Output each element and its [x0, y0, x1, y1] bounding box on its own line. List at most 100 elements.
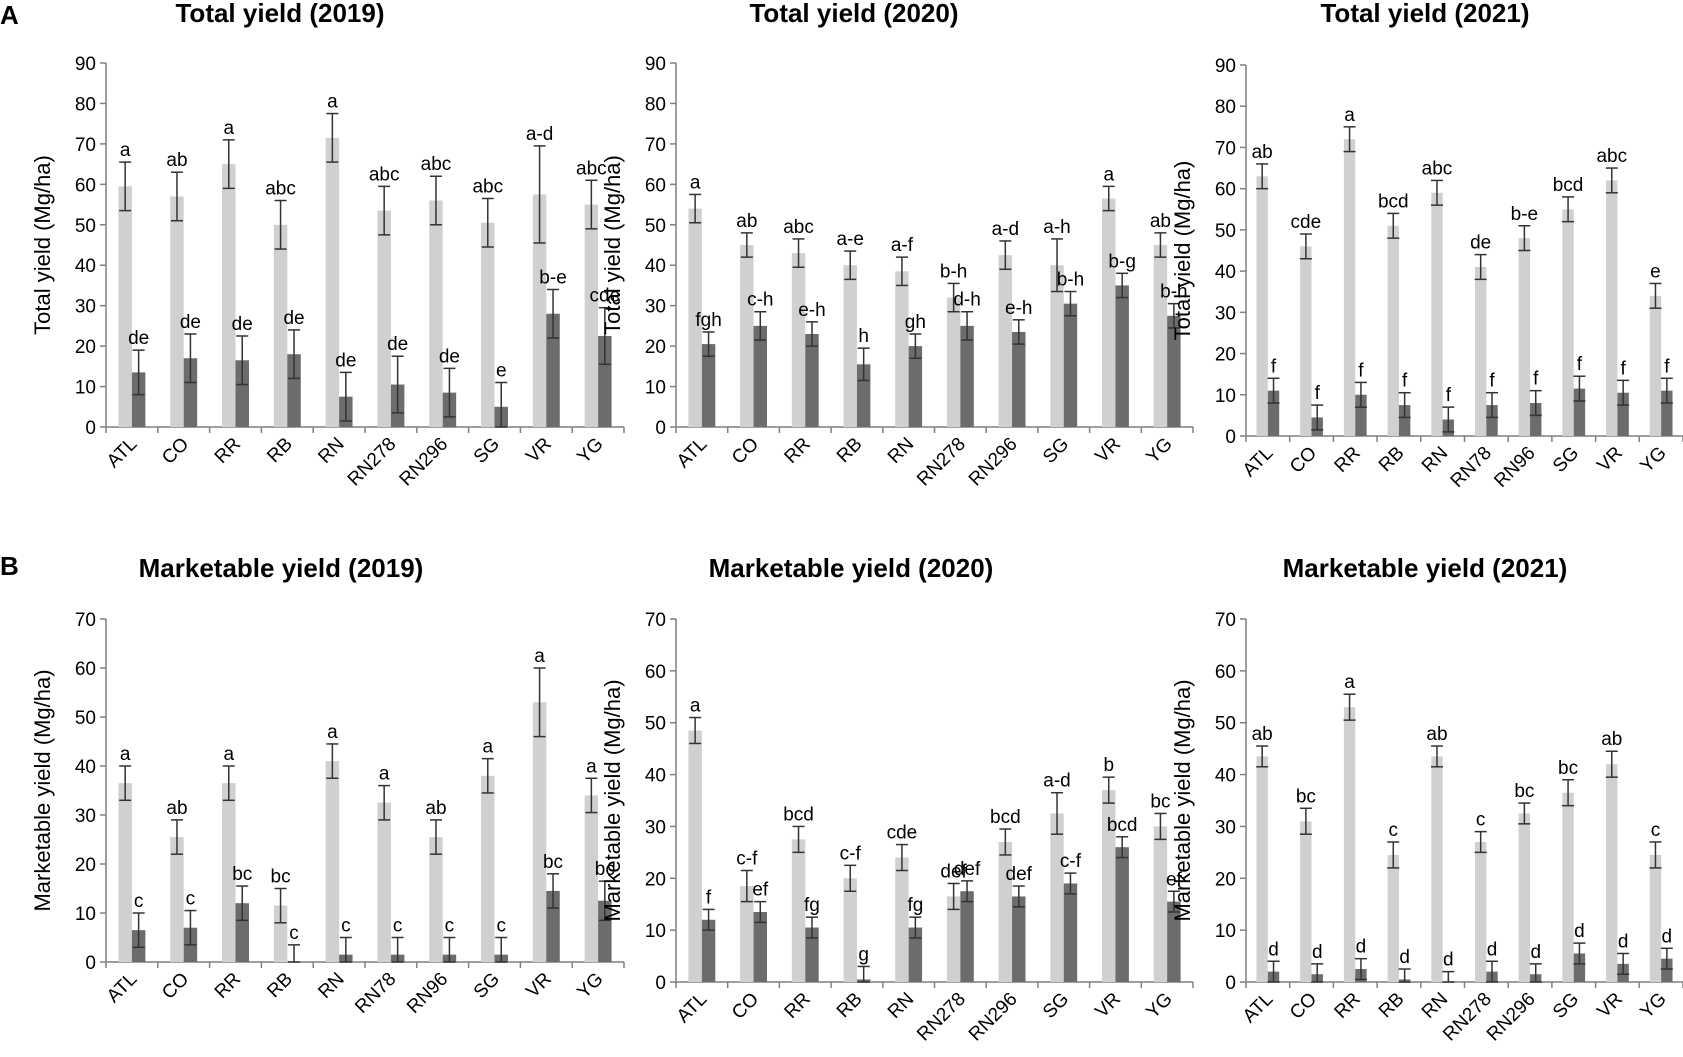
y-tick-label: 10 [645, 921, 666, 942]
bar-dark [908, 346, 923, 427]
bar-letter-label: c-f [840, 843, 862, 864]
bar-letter-label: e [1650, 261, 1661, 282]
bar-letter-label: d [1618, 931, 1629, 952]
bar-light [1300, 246, 1312, 436]
bar-letter-label: bcd [783, 804, 814, 825]
x-tick-label: RN296 [1483, 989, 1540, 1046]
y-tick-label: 70 [75, 610, 96, 631]
bar-letter-label: d [1443, 950, 1454, 971]
bar-letter-label: a [1344, 672, 1355, 693]
bar-letter-label: d [1356, 937, 1367, 958]
bar-dark [183, 358, 198, 427]
bar-letter-label: e [496, 361, 507, 382]
bar-light [1431, 756, 1443, 982]
bar-light [998, 841, 1013, 982]
bar-letter-label: c [1389, 820, 1399, 841]
y-tick-label: 40 [1215, 766, 1236, 787]
bar-light [1431, 192, 1443, 436]
bar-letter-label: a [534, 646, 545, 667]
bar-letter-label: h [858, 326, 869, 347]
y-tick-label: 20 [75, 855, 96, 876]
y-axis-label: Marketable yield (Mg/ha) [600, 679, 625, 921]
x-tick-label: CO [728, 434, 763, 469]
chart-4: Marketable yield (2019) Marketable yield … [30, 553, 625, 1018]
bar-letter-label: ab [1426, 724, 1447, 745]
bar-light [1606, 764, 1618, 982]
bar-letter-label: f [1402, 371, 1408, 392]
bar-light [532, 194, 547, 427]
bar-letter-label: ef [752, 880, 769, 901]
chart-title: Total yield (2021) [1320, 0, 1529, 28]
bar-dark [1167, 315, 1181, 427]
y-tick-label: 20 [1215, 345, 1236, 366]
bar-light [170, 837, 184, 962]
bar-letter-label: abc [1422, 158, 1453, 179]
bar-light [1102, 790, 1116, 982]
bar-light [1153, 826, 1168, 982]
x-tick-label: RN [1418, 443, 1452, 477]
bar-letter-label: a [379, 764, 390, 785]
bar-light [584, 795, 599, 962]
x-tick-label: RB [1375, 443, 1409, 477]
bar-dark [1661, 390, 1673, 436]
panel-label-b: B [0, 551, 19, 581]
bar-light [377, 802, 391, 962]
bar-letter-label: d [1312, 942, 1323, 963]
bar-letter-label: ab [1601, 729, 1622, 750]
bar-letter-label: b-h [940, 261, 967, 282]
x-tick-label: CO [728, 989, 763, 1024]
bar-dark [960, 325, 974, 427]
bar-dark [598, 900, 612, 962]
chart-1: Total yield (2019) Total yield (Mg/ha) 0 10… [30, 0, 625, 491]
x-tick-label: RR [211, 434, 245, 468]
y-axis-label: Marketable yield (Mg/ha) [1170, 679, 1195, 921]
bar-dark [1063, 883, 1078, 982]
y-tick-label: 40 [645, 766, 666, 787]
bar-letter-label: a [1344, 105, 1355, 126]
bar-dark [1167, 901, 1181, 982]
x-tick-label: RR [781, 434, 815, 468]
bar-light [118, 186, 132, 427]
y-tick-label: 30 [645, 817, 666, 838]
bar-light [895, 271, 909, 427]
bar-dark [235, 903, 249, 962]
bar-letter-label: c [134, 891, 144, 912]
x-tick-label: VR [1593, 443, 1627, 477]
bar-letter-label: a [690, 696, 701, 717]
bar-dark [1617, 392, 1629, 436]
x-tick-label: RB [1375, 989, 1409, 1023]
bar-light [1518, 238, 1531, 436]
bar-letter-label: cde [590, 286, 621, 307]
bar-letter-label: bc [543, 852, 563, 873]
y-tick-label: 40 [75, 757, 96, 778]
y-tick-label: 60 [645, 662, 666, 683]
bar-letter-label: g [858, 944, 869, 965]
y-axis-label: Marketable yield (Mg/ha) [30, 669, 55, 911]
bar-letter-label: ab [166, 150, 187, 171]
y-tick-label: 80 [645, 94, 666, 115]
bar-letter-label: de [232, 314, 253, 335]
x-tick-label: RN96 [1490, 443, 1539, 492]
y-tick-label: 70 [1215, 138, 1236, 159]
y-tick-label: 40 [75, 256, 96, 277]
bar-light [791, 839, 806, 982]
x-tick-label: CO [158, 969, 193, 1004]
chart-3: Total yield (2021) Total yield (Mg/ha) 0 10… [1170, 0, 1683, 492]
bar-light [273, 905, 288, 962]
bar-letter-label: bc [232, 864, 252, 885]
bar-light [325, 137, 340, 428]
bar-letter-label: def [940, 861, 967, 882]
x-tick-label: ATL [103, 434, 141, 472]
y-tick-label: 30 [1215, 303, 1236, 324]
bar-light [222, 164, 236, 427]
bar-letter-label: ab [736, 211, 757, 232]
x-tick-label: CO [1286, 989, 1321, 1024]
bar-dark [1267, 390, 1280, 436]
x-tick-label: SG [470, 969, 504, 1003]
bar-light [1649, 295, 1662, 436]
x-tick-label: RR [211, 969, 245, 1003]
bar-light [481, 222, 495, 427]
y-tick-label: 10 [75, 378, 96, 399]
x-tick-label: RN296 [396, 434, 453, 491]
bar-letter-label: f [1577, 354, 1583, 375]
